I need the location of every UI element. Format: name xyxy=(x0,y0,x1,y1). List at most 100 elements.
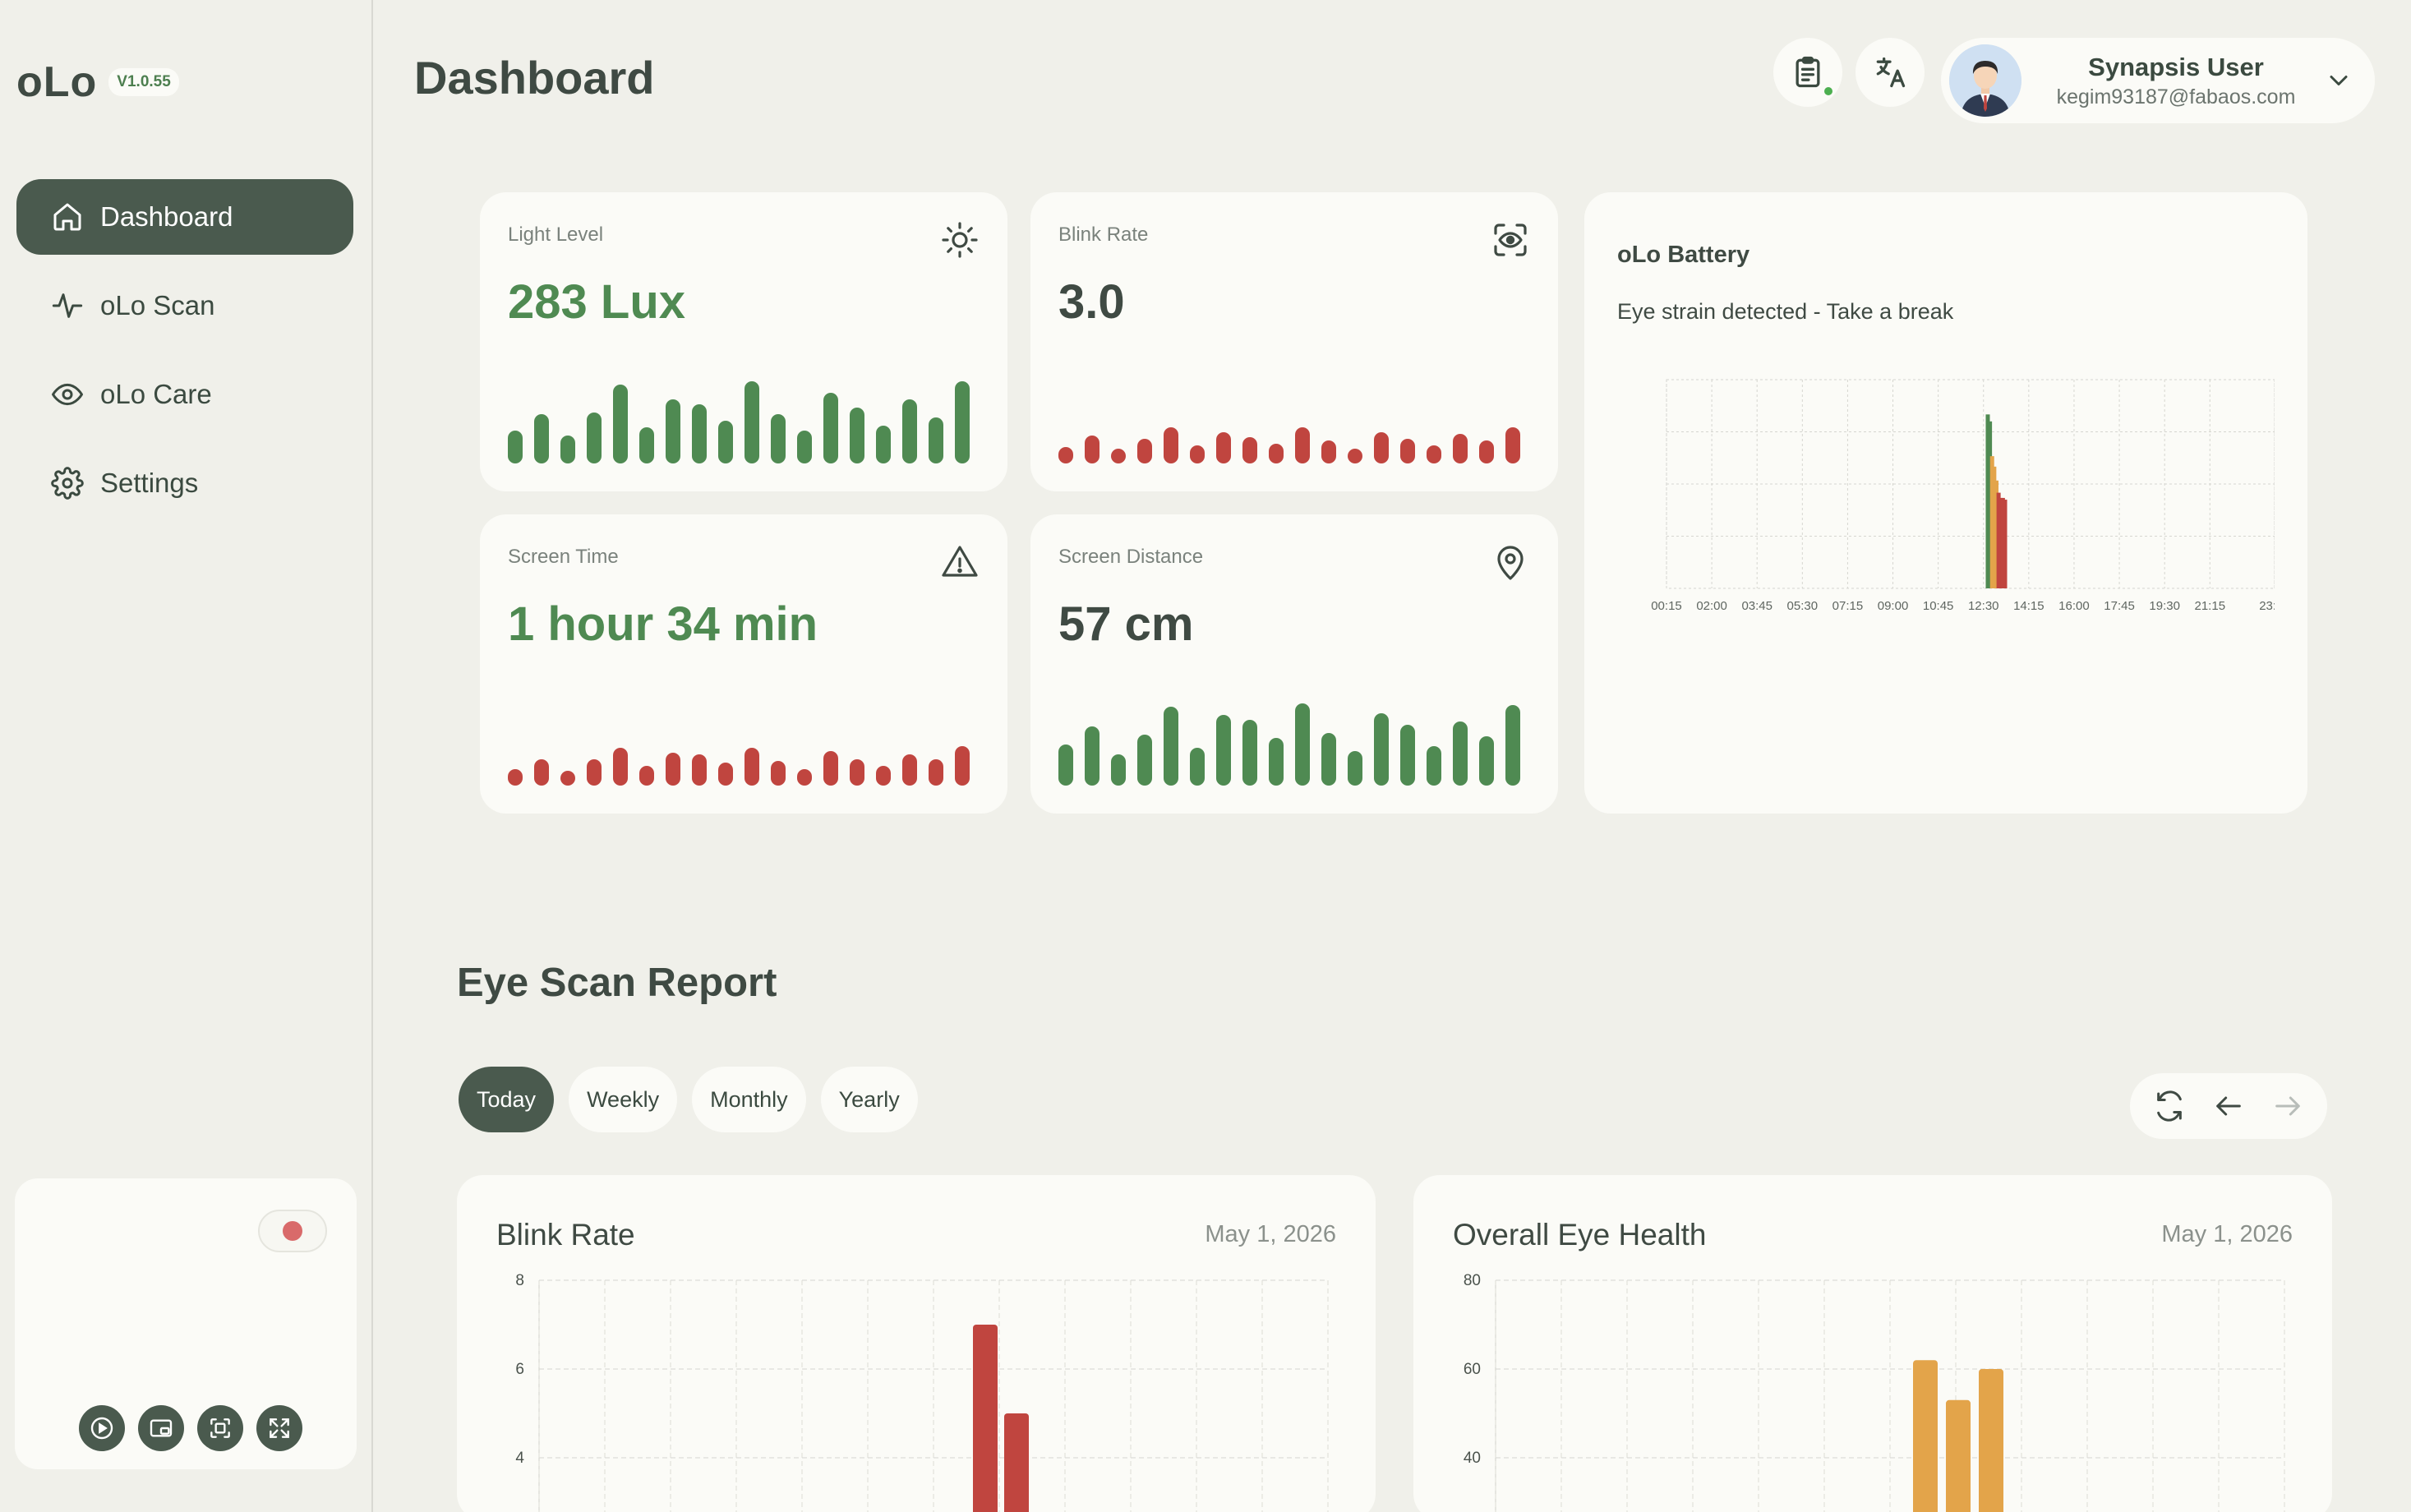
screenshot-button[interactable] xyxy=(197,1405,243,1451)
battery-card: oLo Battery Eye strain detected - Take a… xyxy=(1584,192,2307,814)
sidebar-item-olo-care[interactable]: oLo Care xyxy=(16,357,353,432)
report-card-date: May 1, 2026 xyxy=(2161,1221,2293,1247)
battery-bar xyxy=(1985,414,1990,588)
x-tick-label: 00:15 xyxy=(1651,599,1682,613)
camera-preview-panel xyxy=(15,1178,357,1469)
sidebar-item-label: Dashboard xyxy=(100,201,233,232)
y-tick-label: 8 xyxy=(515,1272,524,1289)
tab-yearly[interactable]: Yearly xyxy=(820,1067,918,1132)
tab-weekly[interactable]: Weekly xyxy=(569,1067,678,1132)
report-navigation xyxy=(2130,1073,2327,1139)
light-level-card[interactable]: Light Level 283 Lux xyxy=(480,192,1007,491)
user-email: kegim93187@fabaos.com xyxy=(2056,85,2296,108)
sidebar-item-label: oLo Scan xyxy=(100,290,215,320)
picture-in-picture-button[interactable] xyxy=(138,1405,184,1451)
tab-today[interactable]: Today xyxy=(459,1067,555,1132)
version-badge: V1.0.55 xyxy=(108,68,179,96)
x-tick-label: 07:15 xyxy=(1832,599,1864,613)
screen-time-card[interactable]: Screen Time 1 hour 34 min xyxy=(480,514,1007,814)
metric-label: Screen Time xyxy=(508,546,619,568)
y-tick-label: 60 xyxy=(1464,1361,1481,1378)
record-toggle[interactable] xyxy=(258,1210,327,1252)
location-pin-icon xyxy=(1497,546,1524,580)
eye-health-chart: 80 60 40 xyxy=(1464,1272,2285,1512)
x-tick-label: 23:45 xyxy=(2259,599,2275,613)
gear-icon xyxy=(51,467,84,500)
expand-icon xyxy=(270,1418,289,1438)
battery-bar xyxy=(1996,492,2001,588)
fullscreen-button[interactable] xyxy=(256,1405,302,1451)
battery-chart: 00:15 02:00 03:45 05:30 07:15 09:00 10:45 12:30… xyxy=(1651,379,2275,613)
battery-bar xyxy=(2003,500,2008,588)
report-bar xyxy=(1004,1413,1029,1512)
report-bar xyxy=(973,1325,998,1512)
eye-icon xyxy=(52,383,83,406)
sidebar-item-label: Settings xyxy=(100,468,199,498)
arrow-left-icon[interactable] xyxy=(2212,1090,2245,1122)
metric-label: Blink Rate xyxy=(1058,224,1149,246)
play-button[interactable] xyxy=(79,1405,125,1451)
metric-label: Screen Distance xyxy=(1058,546,1204,568)
language-button[interactable] xyxy=(1856,38,1925,107)
clipboard-icon xyxy=(1796,56,1820,88)
eye-strain-alert: Eye strain detected - Take a break xyxy=(1617,299,1954,324)
report-bar xyxy=(1913,1360,1938,1512)
x-tick-label: 10:45 xyxy=(1923,599,1954,613)
tab-monthly[interactable]: Monthly xyxy=(692,1067,806,1132)
x-tick-label: 16:00 xyxy=(2058,599,2090,613)
report-card-title: Blink Rate xyxy=(496,1218,635,1252)
translate-icon xyxy=(1876,57,1906,88)
x-tick-label: 12:30 xyxy=(1968,599,1999,613)
sidebar-item-settings[interactable]: Settings xyxy=(16,445,353,521)
light-level-sparkline xyxy=(508,381,970,463)
sidebar-item-label: oLo Care xyxy=(100,379,212,409)
blink-rate-value: 3.0 xyxy=(1058,275,1125,329)
user-menu[interactable]: Synapsis User kegim93187@fabaos.com xyxy=(1941,38,2375,123)
x-tick-label: 03:45 xyxy=(1741,599,1773,613)
x-tick-label: 21:15 xyxy=(2195,599,2226,613)
report-bar xyxy=(1979,1369,2003,1512)
report-card-title: Overall Eye Health xyxy=(1453,1218,1707,1252)
user-name: Synapsis User xyxy=(2088,52,2264,81)
sidebar-nav: Dashboard oLo Scan oLo Care Settings xyxy=(16,179,353,534)
blink-rate-sparkline xyxy=(1058,427,1520,463)
picture-in-picture-icon xyxy=(150,1419,173,1437)
home-icon xyxy=(53,203,81,231)
chevron-down-icon xyxy=(2330,76,2348,85)
screen-distance-card[interactable]: Screen Distance 57 cm xyxy=(1030,514,1558,814)
user-info: Synapsis User kegim93187@fabaos.com xyxy=(2045,53,2307,109)
sidebar-item-dashboard[interactable]: Dashboard xyxy=(16,179,353,255)
user-avatar-illustration xyxy=(1949,44,2021,117)
x-tick-label: 05:30 xyxy=(1787,599,1819,613)
reports-button[interactable] xyxy=(1773,38,1842,107)
x-tick-label: 14:15 xyxy=(2013,599,2045,613)
screen-time-sparkline xyxy=(508,746,970,786)
battery-bar xyxy=(1994,480,1998,588)
app-logo: oLo V1.0.55 xyxy=(16,58,179,107)
y-tick-label: 40 xyxy=(1464,1450,1481,1467)
sidebar-item-olo-scan[interactable]: oLo Scan xyxy=(16,268,353,343)
warning-icon xyxy=(942,546,978,577)
eye-health-report-card: Overall Eye Health May 1, 2026 80 60 40 xyxy=(1413,1175,2332,1512)
y-tick-label: 4 xyxy=(515,1450,524,1467)
report-bar xyxy=(1946,1399,1971,1512)
sidebar: oLo V1.0.55 Dashboard oLo Scan oLo Care … xyxy=(0,0,373,1512)
light-level-value: 283 Lux xyxy=(508,275,685,329)
battery-bar xyxy=(1998,497,2003,588)
refresh-icon[interactable] xyxy=(2153,1090,2186,1122)
arrow-right-icon[interactable] xyxy=(2271,1090,2304,1122)
avatar xyxy=(1949,44,2021,117)
screen-time-value: 1 hour 34 min xyxy=(508,597,818,651)
page-title: Dashboard xyxy=(414,52,655,104)
report-title: Eye Scan Report xyxy=(457,961,777,1005)
notification-dot xyxy=(1824,87,1832,95)
preview-controls xyxy=(79,1405,302,1451)
blink-rate-chart: 8 6 4 xyxy=(515,1272,1329,1512)
report-tabs: Today Weekly Monthly Yearly xyxy=(459,1067,918,1132)
logo-text: oLo xyxy=(16,58,98,106)
screen-distance-value: 57 cm xyxy=(1058,597,1194,651)
metric-label: Light Level xyxy=(508,224,604,246)
blink-rate-card[interactable]: Blink Rate 3.0 xyxy=(1030,192,1558,491)
eye-scan-icon xyxy=(1494,224,1527,256)
battery-bar xyxy=(2000,497,2005,588)
